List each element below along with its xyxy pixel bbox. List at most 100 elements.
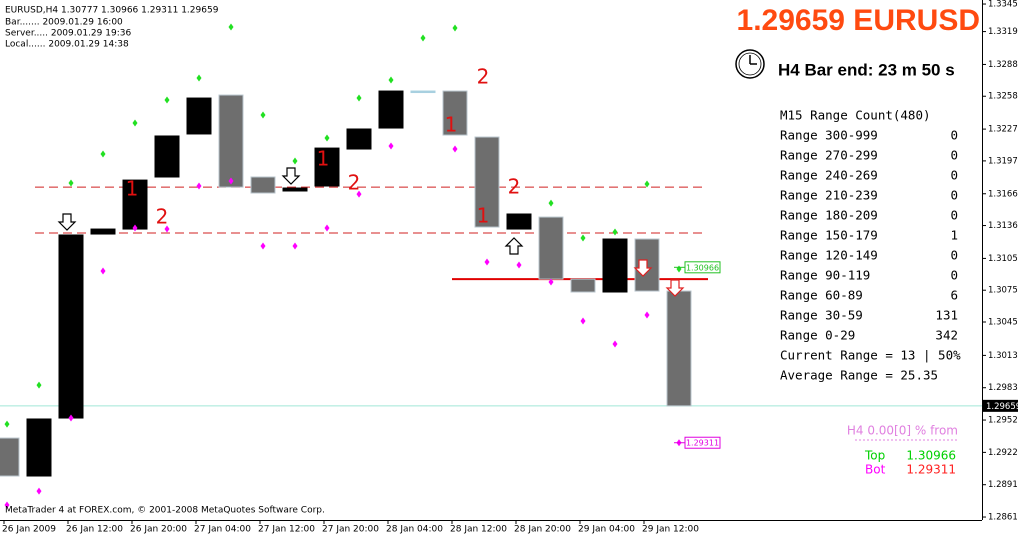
lower-dot xyxy=(4,501,10,509)
symbol-line: EURUSD,H4 1.30777 1.30966 1.29311 1.2965… xyxy=(5,6,219,16)
upper-dot xyxy=(132,119,138,127)
range-label: Range 240-269 xyxy=(780,168,878,183)
bar-body xyxy=(26,418,52,477)
price-tag-label: 1.29311 xyxy=(686,439,719,448)
lower-dot xyxy=(452,145,458,153)
bar-body xyxy=(0,437,20,477)
upper-dot xyxy=(68,179,74,187)
local-time: Local...... 2009.01.29 14:38 xyxy=(5,40,129,50)
range-label: Range 90-119 xyxy=(780,268,870,283)
last-price-box xyxy=(983,399,1018,412)
upper-dot xyxy=(196,74,202,82)
x-tick-label: 28 Jan 04:00 xyxy=(386,525,443,535)
wave-label: 2 xyxy=(477,65,490,89)
upper-dot xyxy=(100,150,106,158)
x-tick-label: 26 Jan 2009 xyxy=(2,525,56,535)
upper-dot xyxy=(356,94,362,102)
last-price-label: 1.29659 xyxy=(986,402,1018,412)
bar-body xyxy=(442,90,468,136)
arrow xyxy=(57,213,77,231)
bot-label: Bot xyxy=(865,463,886,477)
lower-dot xyxy=(36,487,42,495)
y-tick-label: 1.3288 xyxy=(988,60,1018,70)
bar-body xyxy=(90,228,116,235)
range-label: Range 300-999 xyxy=(780,128,878,143)
upper-dot xyxy=(260,111,266,119)
y-tick-label: 1.28915 xyxy=(988,480,1018,490)
bar-body xyxy=(538,216,564,280)
bar-body xyxy=(282,187,308,192)
bar-body xyxy=(154,135,180,178)
bar-body xyxy=(410,90,436,94)
range-count: 0 xyxy=(950,268,958,283)
upper-dot xyxy=(388,76,394,84)
range-count: 0 xyxy=(950,208,958,223)
lower-dot xyxy=(292,242,298,250)
y-tick-label: 1.31360 xyxy=(988,221,1018,231)
lower-dot xyxy=(356,190,362,198)
wave-label: 2 xyxy=(348,171,361,195)
y-tick-label: 1.33190 xyxy=(988,27,1018,37)
range-label: Range 0-29 xyxy=(780,328,855,343)
lower-dot xyxy=(324,224,330,232)
wave-label: 1 xyxy=(477,204,490,228)
lower-dot xyxy=(516,261,522,269)
lower-dot xyxy=(68,414,74,422)
server-time: Server..... 2009.01.29 19:36 xyxy=(5,29,131,39)
bar-body xyxy=(570,278,596,293)
x-tick-label: 28 Jan 12:00 xyxy=(450,525,507,535)
range-table: Range 300-999 0 Range 270-299 0 Range 240-26… xyxy=(780,128,958,343)
bar-body xyxy=(58,234,84,419)
upper-dot xyxy=(228,23,234,31)
wave-label: 2 xyxy=(508,175,521,199)
range-label: Range 60-89 xyxy=(780,288,863,303)
range-count: 1 xyxy=(950,228,958,243)
lower-dot xyxy=(644,311,650,319)
upper-dot xyxy=(36,381,42,389)
wave-label: 1 xyxy=(445,113,458,137)
x-tick-label: 26 Jan 12:00 xyxy=(66,525,123,535)
wave-label: 2 xyxy=(156,205,169,229)
upper-dot xyxy=(580,234,586,242)
lower-dot xyxy=(388,142,394,150)
price-tag-box xyxy=(684,436,721,449)
bar-time: Bar....... 2009.01.29 16:00 xyxy=(5,18,123,28)
clock-icon xyxy=(735,49,765,79)
range-label: Range 180-209 xyxy=(780,208,878,223)
x-tick-label: 26 Jan 20:00 xyxy=(130,525,187,535)
range-count: 0 xyxy=(950,168,958,183)
range-count: 131 xyxy=(935,308,958,323)
upper-dot xyxy=(420,34,426,42)
top-label: Top xyxy=(864,449,885,463)
x-tick-label: 27 Jan 20:00 xyxy=(322,525,379,535)
y-tick-label: 1.30750 xyxy=(988,286,1018,296)
arrow xyxy=(504,237,524,255)
range-count: 0 xyxy=(950,248,958,263)
range-label: Range 120-149 xyxy=(780,248,878,263)
upper-dot xyxy=(452,24,458,32)
wave-label: 1 xyxy=(317,147,330,171)
y-tick-label: 1.32270 xyxy=(988,125,1018,135)
y-tick-label: 1.28610 xyxy=(988,513,1018,523)
x-tick-label: 27 Jan 12:00 xyxy=(258,525,315,535)
y-tick-label: 1.33450 xyxy=(988,0,1018,10)
bar-body xyxy=(186,97,212,135)
bar-body xyxy=(346,128,372,150)
arrow xyxy=(281,167,301,185)
upper-dot xyxy=(612,228,618,236)
x-tick-label: 28 Jan 20:00 xyxy=(514,525,571,535)
y-tick-label: 1.30450 xyxy=(988,318,1018,328)
price-tag-label: 1.30966 xyxy=(686,263,719,272)
x-tick-label: 29 Jan 12:00 xyxy=(642,525,699,535)
range-count: 6 xyxy=(950,288,958,303)
range-label: Range 30-59 xyxy=(780,308,863,323)
average-range: Average Range = 25.35 xyxy=(780,368,938,383)
lower-dot xyxy=(196,182,202,190)
footer: MetaTrader 4 at FOREX.com, © 2001-2008 M… xyxy=(5,506,325,516)
upper-dot xyxy=(548,199,554,207)
range-label: Range 150-179 xyxy=(780,228,878,243)
bar-body xyxy=(602,238,628,293)
